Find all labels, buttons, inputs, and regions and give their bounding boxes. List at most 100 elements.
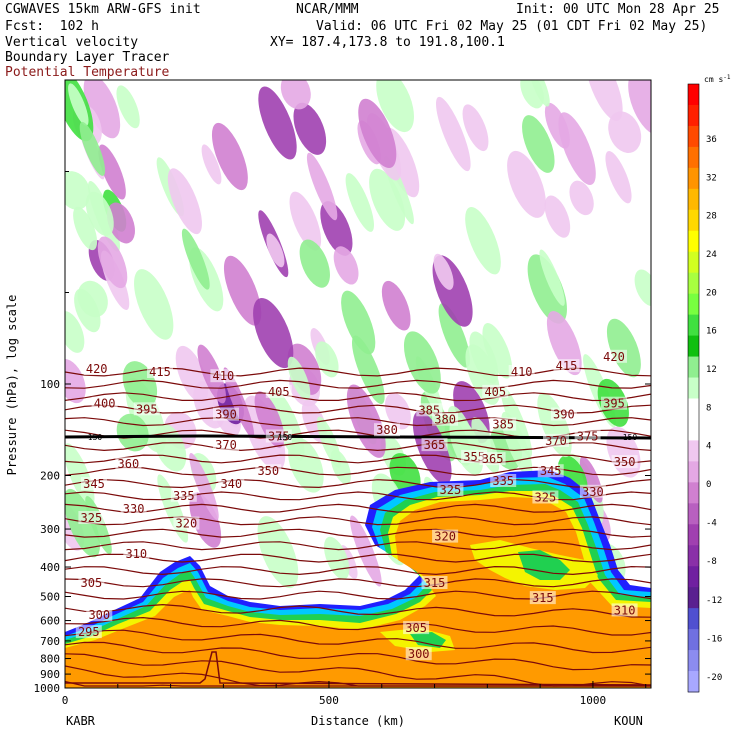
y-tick-label: 100 <box>40 378 60 391</box>
downdraft-cell <box>211 122 248 191</box>
theta-label: 395 <box>136 402 158 416</box>
colorbar-swatch <box>688 251 699 274</box>
theta-label-bg <box>120 502 147 516</box>
theta-label-bg <box>123 546 150 560</box>
theta-label-bg <box>75 625 102 639</box>
theta-label: 315 <box>424 576 446 590</box>
updraft-cell <box>181 228 210 290</box>
theta-label: 310 <box>614 603 636 617</box>
downdraft-cell <box>384 392 411 430</box>
theta-label-bg <box>421 576 448 589</box>
theta-label-bg <box>601 396 627 410</box>
theta-label: 420 <box>603 350 625 364</box>
theta-label-bg <box>529 591 556 605</box>
updraft-cell <box>68 83 89 126</box>
theta-contour-320 <box>65 616 651 636</box>
downdraft-cell <box>346 384 386 458</box>
colorbar-swatch <box>688 503 699 525</box>
valid-time: Valid: 06 UTC Fri 02 May 25 (01 CDT Fri … <box>316 19 708 34</box>
theta-label: 325 <box>81 511 103 525</box>
updraft-cell <box>65 171 91 210</box>
theta-label: 415 <box>556 359 578 373</box>
updraft-cell <box>116 85 140 129</box>
theta-label: 330 <box>582 485 604 499</box>
colorbar-swatch <box>688 167 699 190</box>
theta-label-bg <box>210 369 237 383</box>
field-boundary-layer-tracer: Boundary Layer Tracer <box>5 50 170 65</box>
theta-label: 410 <box>213 369 235 383</box>
colorbar-unit: cm s-1 <box>704 74 731 84</box>
theta-label-bg <box>78 511 105 524</box>
x-axis: 0 500 1000 <box>62 681 647 707</box>
colorbar-swatch <box>688 545 699 567</box>
theta-label: 415 <box>149 365 171 379</box>
colorbar-swatch <box>688 314 699 337</box>
downdraft-cell <box>289 191 322 251</box>
tropopause-label: 150 <box>88 433 103 442</box>
init-time: Init: 00 UTC Mon 28 Apr 25 <box>516 2 720 17</box>
downdraft-cell <box>107 202 135 244</box>
theta-label: 350 <box>614 455 636 469</box>
updraft-cell <box>288 437 324 493</box>
updraft-cell <box>539 249 565 306</box>
updraft-cell <box>606 318 641 378</box>
downdraft-cell <box>628 80 651 135</box>
colorbar-tick-label: 8 <box>706 403 711 413</box>
colorbar-swatch <box>688 146 699 169</box>
y-tick-label: 900 <box>40 668 60 681</box>
colorbar-tick-label: -20 <box>706 673 722 683</box>
theta-label: 325 <box>535 491 557 505</box>
updraft-cell <box>85 495 112 555</box>
forecast-hour: Fcst: 102 h <box>5 19 99 34</box>
updraft-cell <box>134 269 174 340</box>
theta-label-bg <box>78 576 105 589</box>
colorbar-swatch <box>688 356 699 379</box>
updraft-cell <box>634 269 651 307</box>
y-tick-label: 600 <box>40 615 60 628</box>
theta-label-bg <box>213 407 239 421</box>
theta-contour-335 <box>65 578 651 588</box>
updraft-cell <box>403 331 441 394</box>
theta-label: 420 <box>86 362 108 376</box>
theta-label: 370 <box>545 434 567 448</box>
theta-label: 390 <box>215 408 237 422</box>
theta-label: 335 <box>173 489 195 503</box>
colorbar-swatch <box>688 230 699 253</box>
cross-section-endpoints: XY= 187.4,173.8 to 191.8,100.1 <box>270 35 505 50</box>
theta-label-bg <box>265 429 292 443</box>
updraft-cell <box>299 239 330 288</box>
updraft-cell <box>482 323 513 379</box>
theta-contour-355 <box>65 528 651 538</box>
downdraft-cell <box>98 144 126 200</box>
colorbar-swatch <box>688 650 699 672</box>
updraft-cell <box>527 254 567 324</box>
downdraft-cell <box>349 515 382 587</box>
theta-label-bg <box>83 362 110 376</box>
theta-contour-410 <box>65 392 651 402</box>
theta-label: 405 <box>268 385 290 399</box>
downdraft-cell <box>435 96 471 172</box>
theta-contour-295 <box>65 680 651 687</box>
updraft-cell <box>315 341 339 378</box>
theta-label: 405 <box>484 385 506 399</box>
theta-label-bg <box>537 464 564 478</box>
theta-label: 365 <box>482 452 504 466</box>
downdraft-cell <box>306 152 338 221</box>
theta-label: 295 <box>78 625 100 639</box>
updraft-cell <box>529 80 550 107</box>
theta-label-bg <box>482 384 509 398</box>
downdraft-cell <box>201 144 222 185</box>
theta-contour-325 <box>65 603 651 618</box>
theta-label: 360 <box>118 457 140 471</box>
colorbar-frame <box>687 83 700 693</box>
tropopause-line <box>65 434 651 440</box>
theta-label-bg <box>115 457 142 471</box>
colorbar-tick-label: -4 <box>706 519 717 529</box>
theta-label-bg <box>81 477 107 491</box>
downdraft-cell <box>167 168 202 235</box>
y-tick-label: 800 <box>40 653 60 666</box>
theta-label-bg <box>490 474 517 487</box>
downdraft-cell <box>433 253 454 290</box>
